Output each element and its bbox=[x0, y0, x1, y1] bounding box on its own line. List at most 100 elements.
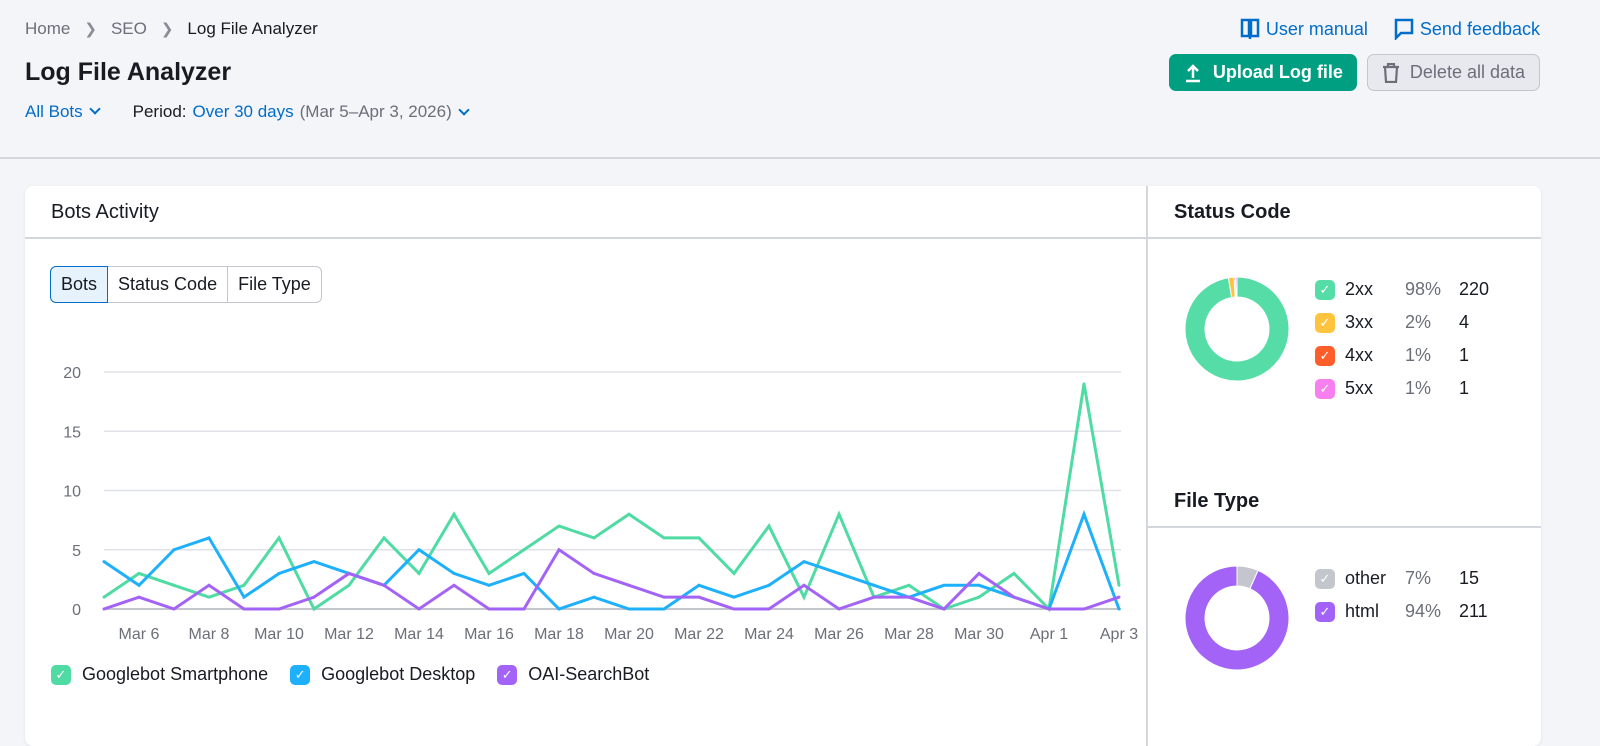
data-point bbox=[172, 548, 176, 552]
tab-status-code[interactable]: Status Code bbox=[107, 266, 229, 303]
checkbox-icon[interactable]: ✓ bbox=[51, 664, 71, 685]
legend-count: 211 bbox=[1459, 601, 1488, 621]
bots-filter-label: All Bots bbox=[25, 102, 83, 121]
data-point bbox=[697, 595, 701, 599]
breadcrumb-home[interactable]: Home bbox=[25, 19, 71, 38]
data-point bbox=[837, 607, 841, 611]
data-point bbox=[172, 583, 176, 587]
divider bbox=[1148, 237, 1541, 239]
data-point bbox=[207, 536, 211, 540]
upload-label: Upload Log file bbox=[1212, 62, 1343, 82]
status-code-donut bbox=[1184, 276, 1290, 382]
data-point bbox=[207, 595, 211, 599]
file-type-title: File Type bbox=[1174, 490, 1260, 512]
legend-label: 5xx bbox=[1345, 378, 1374, 398]
delete-all-data-button[interactable]: Delete all data bbox=[1366, 54, 1540, 91]
legend-count: 1 bbox=[1459, 378, 1470, 398]
checkbox-icon[interactable]: ✓ bbox=[1315, 568, 1335, 589]
data-point bbox=[557, 524, 561, 528]
data-point bbox=[242, 583, 246, 587]
data-point bbox=[487, 583, 491, 587]
legend-label: OAI-SearchBot bbox=[528, 664, 650, 684]
x-tick-label: Mar 10 bbox=[254, 626, 304, 643]
dashboard-card: Bots Activity Bots Status Code File Type… bbox=[25, 186, 1541, 746]
data-point bbox=[977, 595, 981, 599]
file-type-legend: ✓ other 7% 15 ✓ html 94% 211 bbox=[1315, 568, 1488, 622]
x-tick-label: Mar 6 bbox=[119, 626, 160, 643]
send-feedback-link[interactable]: Send feedback bbox=[1394, 18, 1540, 40]
user-manual-label: User manual bbox=[1265, 18, 1368, 39]
legend-count: 1 bbox=[1459, 345, 1470, 365]
user-manual-link[interactable]: User manual bbox=[1240, 18, 1368, 40]
x-tick-label: Mar 26 bbox=[814, 626, 864, 643]
series-line-oai-searchbot bbox=[103, 547, 1120, 611]
data-point bbox=[172, 607, 176, 611]
bots-filter[interactable]: All Bots bbox=[25, 102, 101, 122]
data-point bbox=[697, 536, 701, 540]
period-filter[interactable]: Over 30 days bbox=[193, 102, 294, 122]
y-tick-label: 0 bbox=[72, 602, 81, 619]
data-point bbox=[627, 512, 631, 516]
status-code-title: Status Code bbox=[1174, 201, 1291, 223]
data-point bbox=[137, 595, 141, 599]
data-point bbox=[1082, 512, 1086, 516]
legend-item[interactable]: ✓ OAI-SearchBot bbox=[497, 664, 649, 685]
x-tick-label: Mar 14 bbox=[394, 626, 444, 643]
tab-file-type[interactable]: File Type bbox=[227, 266, 322, 303]
checkbox-icon[interactable]: ✓ bbox=[1315, 601, 1335, 622]
checkbox-icon[interactable]: ✓ bbox=[497, 664, 518, 685]
data-point bbox=[487, 607, 491, 611]
data-point bbox=[522, 607, 526, 611]
legend-label: 4xx bbox=[1345, 345, 1374, 365]
legend-item[interactable]: ✓ Googlebot Smartphone bbox=[51, 664, 268, 685]
legend-percent: 1% bbox=[1405, 378, 1432, 398]
x-tick-label: Mar 16 bbox=[464, 626, 514, 643]
divider bbox=[1148, 526, 1541, 528]
donut-slice-2xx[interactable] bbox=[1184, 276, 1290, 382]
chevron-down-icon[interactable] bbox=[458, 104, 470, 116]
data-point bbox=[487, 571, 491, 575]
checkbox-icon[interactable]: ✓ bbox=[290, 664, 311, 685]
data-point bbox=[417, 607, 421, 611]
data-point bbox=[802, 595, 806, 599]
data-point bbox=[277, 607, 281, 611]
data-point bbox=[662, 595, 666, 599]
legend-percent: 7% bbox=[1405, 568, 1432, 588]
data-point bbox=[662, 536, 666, 540]
data-point bbox=[732, 607, 736, 611]
data-point bbox=[907, 583, 911, 587]
x-tick-label: Apr 1 bbox=[1030, 626, 1068, 643]
breadcrumb-seo[interactable]: SEO bbox=[110, 19, 147, 38]
divider bbox=[25, 237, 1146, 239]
data-point bbox=[1082, 382, 1086, 386]
data-point bbox=[1012, 571, 1016, 575]
tab-bots[interactable]: Bots bbox=[50, 266, 109, 303]
donut-slice-5xx[interactable] bbox=[1235, 276, 1238, 298]
data-point bbox=[522, 571, 526, 575]
checkbox-icon[interactable]: ✓ bbox=[1315, 378, 1335, 399]
data-point bbox=[802, 560, 806, 564]
upload-log-file-button[interactable]: Upload Log file bbox=[1168, 54, 1357, 91]
divider bbox=[1146, 186, 1148, 746]
data-point bbox=[592, 595, 596, 599]
data-point bbox=[837, 571, 841, 575]
checkbox-icon[interactable]: ✓ bbox=[1315, 279, 1335, 300]
legend-label: html bbox=[1345, 601, 1380, 621]
legend-item[interactable]: ✓ Googlebot Desktop bbox=[290, 664, 475, 685]
data-point bbox=[137, 571, 141, 575]
data-point bbox=[942, 583, 946, 587]
data-point bbox=[977, 571, 981, 575]
data-point bbox=[347, 571, 351, 575]
checkbox-icon[interactable]: ✓ bbox=[1315, 345, 1335, 366]
checkbox-icon[interactable]: ✓ bbox=[1315, 312, 1335, 333]
data-point bbox=[277, 536, 281, 540]
data-point bbox=[277, 571, 281, 575]
data-point bbox=[977, 583, 981, 587]
x-tick-label: Mar 28 bbox=[884, 626, 934, 643]
data-point bbox=[627, 607, 631, 611]
data-point bbox=[1117, 583, 1121, 587]
data-point bbox=[417, 548, 421, 552]
data-point bbox=[382, 536, 386, 540]
trash-icon bbox=[1382, 62, 1399, 83]
donut-slice-html[interactable] bbox=[1184, 565, 1290, 671]
